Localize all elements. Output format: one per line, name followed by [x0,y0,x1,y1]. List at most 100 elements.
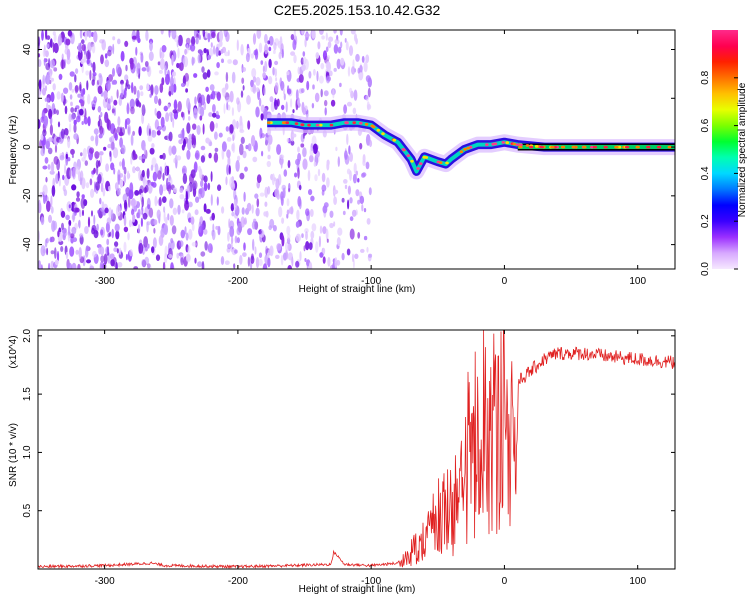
spectrogram-noise-cell [52,42,55,53]
spectrogram-noise-cell [52,83,56,91]
spectrogram-noise-cell [112,43,115,55]
spectrogram-noise-cell [309,154,314,163]
spectrogram-noise-cell [347,66,351,77]
spectrogram-noise-cell [156,130,161,136]
spectrogram-noise-cell [322,205,328,214]
spectrogram-noise-cell [255,87,260,93]
spectrogram-noise-cell [336,58,341,70]
spectrogram-noise-cell [326,55,331,60]
spectrogram-noise-cell [303,245,306,252]
spectrogram-noise-cell [123,174,127,184]
spectrogram-noise-cell [106,238,110,246]
spectrogram-noise-cell [283,169,288,177]
spectrogram-noise-cell [351,66,356,75]
spectrogram-noise-cell [232,134,235,142]
spectrogram-x-ticks: -300 -200 -100 0 100 [95,30,646,287]
spectrogram-noise-cell [242,252,247,257]
spectrogram-noise-cell [172,71,176,77]
spectrogram-noise-cell [56,250,60,263]
x-tick-label: -100 [361,576,381,587]
spectrogram-noise-cell [172,109,178,114]
spectrogram-noise-cell [146,83,150,91]
spectrogram-noise-cell [251,221,257,230]
spectrogram-noise-cell [256,174,262,184]
spectrogram-noise-cell [107,49,112,57]
trace-hotspot [590,145,594,149]
spectrogram-noise-cell [119,173,124,178]
spectrogram-noise-cell [48,58,51,68]
spectrogram-noise-cell [223,30,228,38]
spectrogram-noise-cell [153,227,156,234]
spectrogram-noise-cell [40,133,44,141]
spectrogram-noise-cell [74,85,79,92]
spectrogram-noise-cell [40,264,43,269]
spectrogram-noise-cell [67,262,73,269]
x-tick-label: -200 [228,576,248,587]
colorbar-ticks: 0.0 0.2 0.4 0.6 0.8 [700,70,738,276]
spectrogram-noise-cell [129,98,135,109]
spectrogram-noise-cell [361,204,364,212]
spectrogram-noise-cell [191,133,195,144]
spectrogram-noise-cell [81,157,86,162]
spectrogram-noise-cell [223,103,226,114]
spectrogram-noise-cell [168,111,173,117]
spectrogram-noise-cell [58,177,61,187]
spectrogram-noise-cell [156,209,161,220]
spectrogram-noise-cell [70,107,75,113]
spectrogram-noise-cell [46,74,50,86]
spectrogram-noise-cell [209,121,215,132]
spectrogram-noise-cell [359,65,363,73]
spectrogram-noise-cell [41,30,44,41]
spectrogram-noise-cell [357,232,361,239]
spectrogram-noise-cell [287,265,292,269]
spectrogram-noise-cell [187,102,191,111]
spectrogram-noise-cell [177,47,180,59]
spectrogram-noise-cell [171,83,174,96]
spectrogram-noise-cell [209,141,213,147]
spectrogram-noise-cell [348,145,351,155]
spectrogram-noise-cell [346,101,353,107]
spectrogram-noise-cell [236,39,239,51]
spectrogram-noise-cell [252,84,257,94]
spectrogram-noise-cell [210,171,213,182]
spectrogram-noise-cell [273,49,276,55]
spectrogram-noise-cell [136,62,141,75]
spectrogram-noise-cell [354,253,359,259]
spectrogram-noise-cell [333,44,339,54]
spectrogram-noise-cell [200,180,204,188]
spectrogram-noise-cell [49,73,52,80]
spectrogram-noise-cell [99,155,103,164]
spectrogram-noise-cell [207,54,211,60]
spectrogram-noise-cell [149,147,155,155]
spectrogram-noise-cell [242,85,245,91]
spectrogram-noise-cell [157,61,161,66]
spectrogram-noise-cell [233,263,236,269]
spectrogram-noise-cell [42,49,46,58]
spectrogram-noise-cell [211,212,215,221]
spectrogram-noise-cell [275,178,280,190]
y-tick-label: 2.0 [22,328,33,342]
spectrogram-noise-cell [138,126,142,137]
spectrogram-noise-cell [231,143,235,152]
spectrogram-noise-cell [65,153,68,159]
spectrogram-noise-cell [81,194,85,199]
spectrogram-noise-cell [180,229,186,239]
spectrogram-noise-cell [88,147,95,154]
spectrogram-noise-cell [148,128,151,137]
spectrogram-noise-cell [287,233,291,240]
spectrogram-noise-cell [215,46,219,57]
spectrogram-noise-cell [125,64,128,72]
spectrogram-noise-cell [60,246,64,252]
spectrogram-noise-cell [128,189,134,200]
spectrogram-noise-cell [313,68,316,76]
spectrogram-noise-cell [308,261,313,269]
spectrogram-noise-cell [151,157,157,168]
spectrogram-noise-cell [334,257,338,269]
spectrogram-noise-cell [297,146,300,153]
spectrogram-noise-cell [97,120,101,127]
spectrogram-noise-cell [163,210,166,222]
spectrogram-noise-cell [199,168,203,180]
spectrogram-noise-cell [132,214,136,223]
spectrogram-noise-cell [65,214,70,221]
spectrogram-noise-cell [165,112,170,122]
